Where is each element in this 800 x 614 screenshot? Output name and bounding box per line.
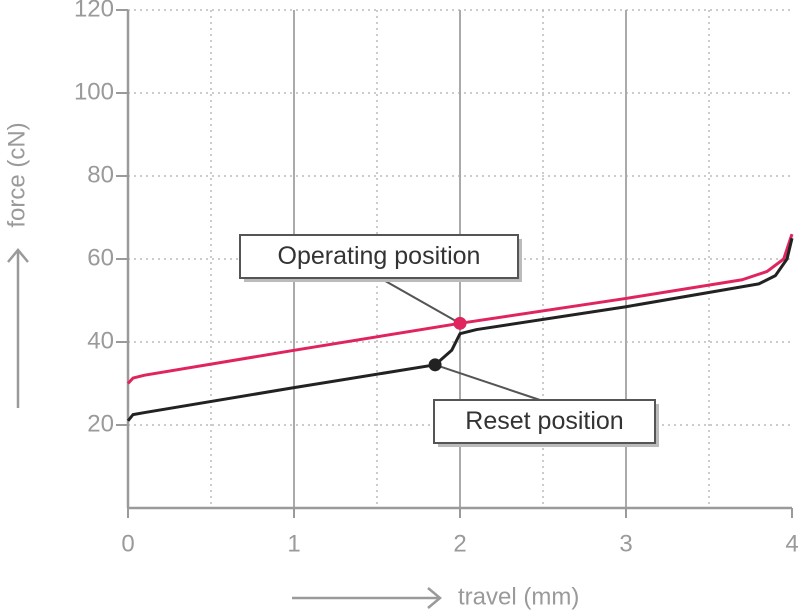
annotation-pointer — [434, 363, 541, 401]
data-line — [126, 233, 794, 385]
y-tick-label: 60 — [87, 244, 114, 271]
y-axis-label: force (cN) — [3, 122, 30, 227]
x-tick-label: 1 — [287, 530, 300, 557]
y-tick-label: 80 — [87, 161, 114, 188]
annotation-point — [453, 316, 467, 330]
x-tick-label: 0 — [121, 530, 134, 557]
data-line — [126, 237, 794, 422]
axis-arrows — [7, 248, 442, 609]
annotation-text: Reset position — [465, 407, 623, 435]
x-tick-label: 4 — [785, 530, 798, 557]
annotation-point — [428, 358, 442, 372]
annotation: Operating position — [239, 234, 522, 282]
y-tick-label: 100 — [74, 78, 114, 105]
x-tick-label: 3 — [619, 530, 632, 557]
annotation-box — [239, 234, 519, 279]
y-tick-label: 20 — [87, 410, 114, 437]
annotation-text: Operating position — [278, 242, 481, 270]
y-tick-label: 40 — [87, 327, 114, 354]
x-axis-label: travel (mm) — [458, 583, 579, 610]
y-tick-label: 120 — [74, 0, 114, 22]
annotation-box — [433, 399, 656, 444]
annotation: Reset position — [433, 399, 659, 447]
x-tick-label: 2 — [453, 530, 466, 557]
annotation-pointer — [379, 277, 461, 325]
